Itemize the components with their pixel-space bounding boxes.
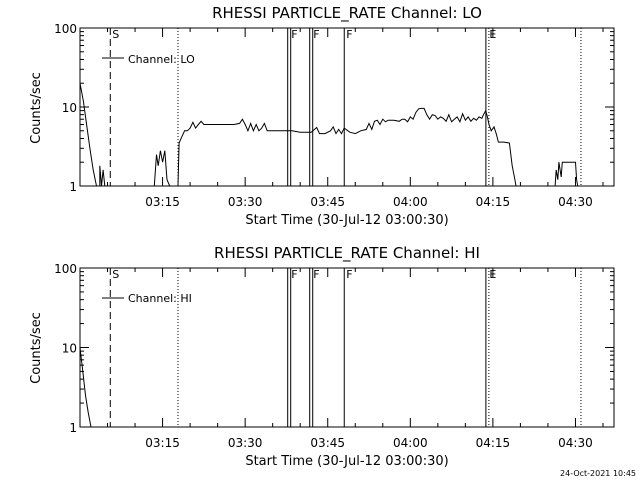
legend-label: Channel: LO <box>128 53 195 66</box>
x-tick-label: 03:30 <box>228 436 263 450</box>
marker-label: S <box>112 268 119 281</box>
x-tick-label: 04:30 <box>558 436 593 450</box>
x-tick-label: 04:15 <box>476 436 511 450</box>
marker-label: E <box>489 268 496 281</box>
chart-panel-hi: RHESSI PARTICLE_RATE Channel: HI Counts/… <box>29 244 615 469</box>
x-tick-label: 04:30 <box>558 195 593 209</box>
marker-label: F <box>313 268 319 281</box>
series-line <box>79 83 579 187</box>
chart-title: RHESSI PARTICLE_RATE Channel: HI <box>214 244 480 263</box>
chart-panel-lo: RHESSI PARTICLE_RATE Channel: LO Counts/… <box>29 4 615 228</box>
legend: Channel: LO <box>102 53 195 66</box>
x-tick-label: 03:15 <box>145 436 180 450</box>
series-line <box>79 347 92 428</box>
x-axis-label: Start Time (30-Jul-12 03:00:30) <box>245 213 448 228</box>
y-axis-label: Counts/sec <box>29 72 44 144</box>
x-tick-label: 03:30 <box>228 195 263 209</box>
legend-label: Channel: HI <box>128 292 192 305</box>
marker-label: S <box>112 28 119 41</box>
x-tick-label: 04:00 <box>393 195 428 209</box>
footer-timestamp: 24-Oct-2021 10:45 <box>560 469 636 478</box>
y-tick-label: 1 <box>69 421 77 435</box>
y-tick-label: 10 <box>62 342 77 356</box>
y-tick-label: 100 <box>54 262 77 276</box>
x-tick-label: 03:15 <box>145 195 180 209</box>
y-tick-label: 10 <box>62 101 77 115</box>
chart-title: RHESSI PARTICLE_RATE Channel: LO <box>212 4 482 23</box>
x-axis-label: Start Time (30-Jul-12 03:00:30) <box>245 454 448 469</box>
y-tick-label: 1 <box>69 180 77 194</box>
y-tick-label: 100 <box>54 22 77 36</box>
x-tick-label: 03:45 <box>310 436 345 450</box>
plot-frame <box>79 27 615 187</box>
marker-label: F <box>313 28 319 41</box>
marker-label: F <box>291 28 297 41</box>
x-tick-label: 03:45 <box>310 195 345 209</box>
legend: Channel: HI <box>102 292 192 305</box>
x-tick-label: 04:15 <box>476 195 511 209</box>
x-tick-label: 04:00 <box>393 436 428 450</box>
marker-label: F <box>291 268 297 281</box>
marker-label: E <box>489 28 496 41</box>
marker-label: F <box>346 28 352 41</box>
y-axis-label: Counts/sec <box>29 312 44 384</box>
marker-label: F <box>346 268 352 281</box>
